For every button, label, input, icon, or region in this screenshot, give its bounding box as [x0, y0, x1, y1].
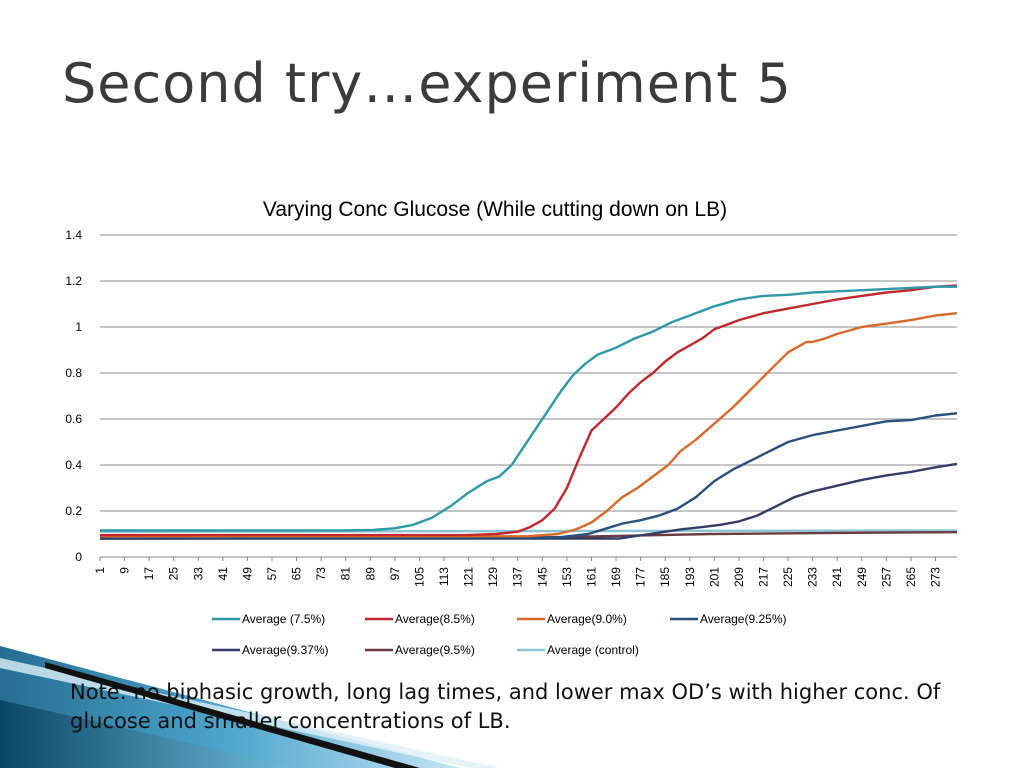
gridlines — [100, 234, 957, 558]
x-tick-label: 201 — [707, 567, 721, 587]
legend-entry: Average(9.37%) — [242, 643, 329, 657]
x-tick-label: 9 — [118, 567, 132, 574]
x-tick-label: 89 — [363, 567, 377, 581]
x-tick-label: 105 — [412, 567, 426, 587]
x-tick-label: 217 — [756, 567, 770, 587]
chart-title: Varying Conc Glucose (While cutting down… — [262, 198, 728, 221]
x-tick-label: 33 — [191, 567, 205, 581]
x-tick-label: 257 — [879, 567, 893, 587]
legend-entry: Average(9.25%) — [700, 612, 787, 626]
x-tick-label: 41 — [216, 567, 230, 581]
x-tick-label: 1 — [93, 567, 107, 574]
legend-entry: Average (control) — [547, 643, 639, 657]
x-tick-label: 65 — [290, 567, 304, 581]
x-tick-label: 233 — [806, 567, 820, 587]
x-axis-ticks: 1 9 17 25 33 41 49 57 65 73 81 89 97 105 113 121 129 137 1… — [93, 557, 942, 587]
x-tick-label: 137 — [511, 567, 525, 587]
legend-entry: Average(9.0%) — [547, 612, 627, 626]
y-tick-label: 0.4 — [65, 458, 82, 472]
y-tick-label: 0.8 — [65, 366, 82, 380]
x-tick-label: 73 — [314, 567, 328, 581]
y-tick-label: 0.6 — [65, 412, 82, 426]
slide-title: Second try…experiment 5 — [62, 52, 792, 115]
series-line — [100, 312, 958, 538]
legend-entry: Average(9.5%) — [395, 643, 475, 657]
series-line — [100, 462, 958, 540]
x-tick-label: 177 — [634, 567, 648, 587]
series-lines — [99, 284, 958, 540]
x-tick-label: 81 — [339, 567, 353, 581]
x-tick-label: 241 — [830, 567, 844, 587]
x-tick-label: 209 — [732, 567, 746, 587]
y-tick-label: 1.2 — [65, 274, 82, 288]
x-tick-label: 225 — [781, 567, 795, 587]
x-tick-label: 161 — [584, 567, 598, 587]
x-tick-label: 273 — [928, 567, 942, 587]
legend-entry: Average(8.5%) — [395, 612, 475, 626]
note-text: Note: no biphasic growth, long lag times… — [70, 680, 941, 733]
x-tick-label: 185 — [658, 567, 672, 587]
x-tick-label: 97 — [388, 567, 402, 581]
x-tick-label: 25 — [167, 567, 181, 581]
y-tick-label: 1 — [75, 320, 82, 334]
x-tick-label: 49 — [240, 567, 254, 581]
y-tick-label: 0 — [75, 550, 82, 564]
x-tick-label: 121 — [462, 567, 476, 587]
x-tick-label: 129 — [486, 567, 500, 587]
y-axis-ticks: 0 0.2 0.4 0.6 0.8 1 1.2 1.4 — [65, 228, 82, 564]
y-tick-label: 0.2 — [65, 504, 82, 518]
x-tick-label: 193 — [683, 567, 697, 587]
x-tick-label: 57 — [265, 567, 279, 581]
legend: Average (7.5%) Average(8.5%) Average(9.0%)… — [212, 612, 787, 657]
legend-entry: Average (7.5%) — [242, 612, 325, 626]
x-tick-label: 249 — [855, 567, 869, 587]
line-chart: 0 0.2 0.4 0.6 0.8 1 1.2 1.4 1 9 17 25 33 41 49 57 65 73 8… — [65, 228, 958, 657]
series-line — [100, 284, 958, 537]
x-tick-label: 113 — [437, 567, 451, 586]
series-line — [100, 285, 957, 532]
series-line — [100, 412, 958, 539]
x-tick-label: 153 — [560, 567, 574, 587]
x-tick-label: 17 — [142, 567, 156, 581]
x-tick-label: 145 — [535, 567, 549, 587]
y-tick-label: 1.4 — [65, 228, 82, 242]
x-tick-label: 169 — [609, 567, 623, 587]
x-tick-label: 265 — [904, 567, 918, 587]
